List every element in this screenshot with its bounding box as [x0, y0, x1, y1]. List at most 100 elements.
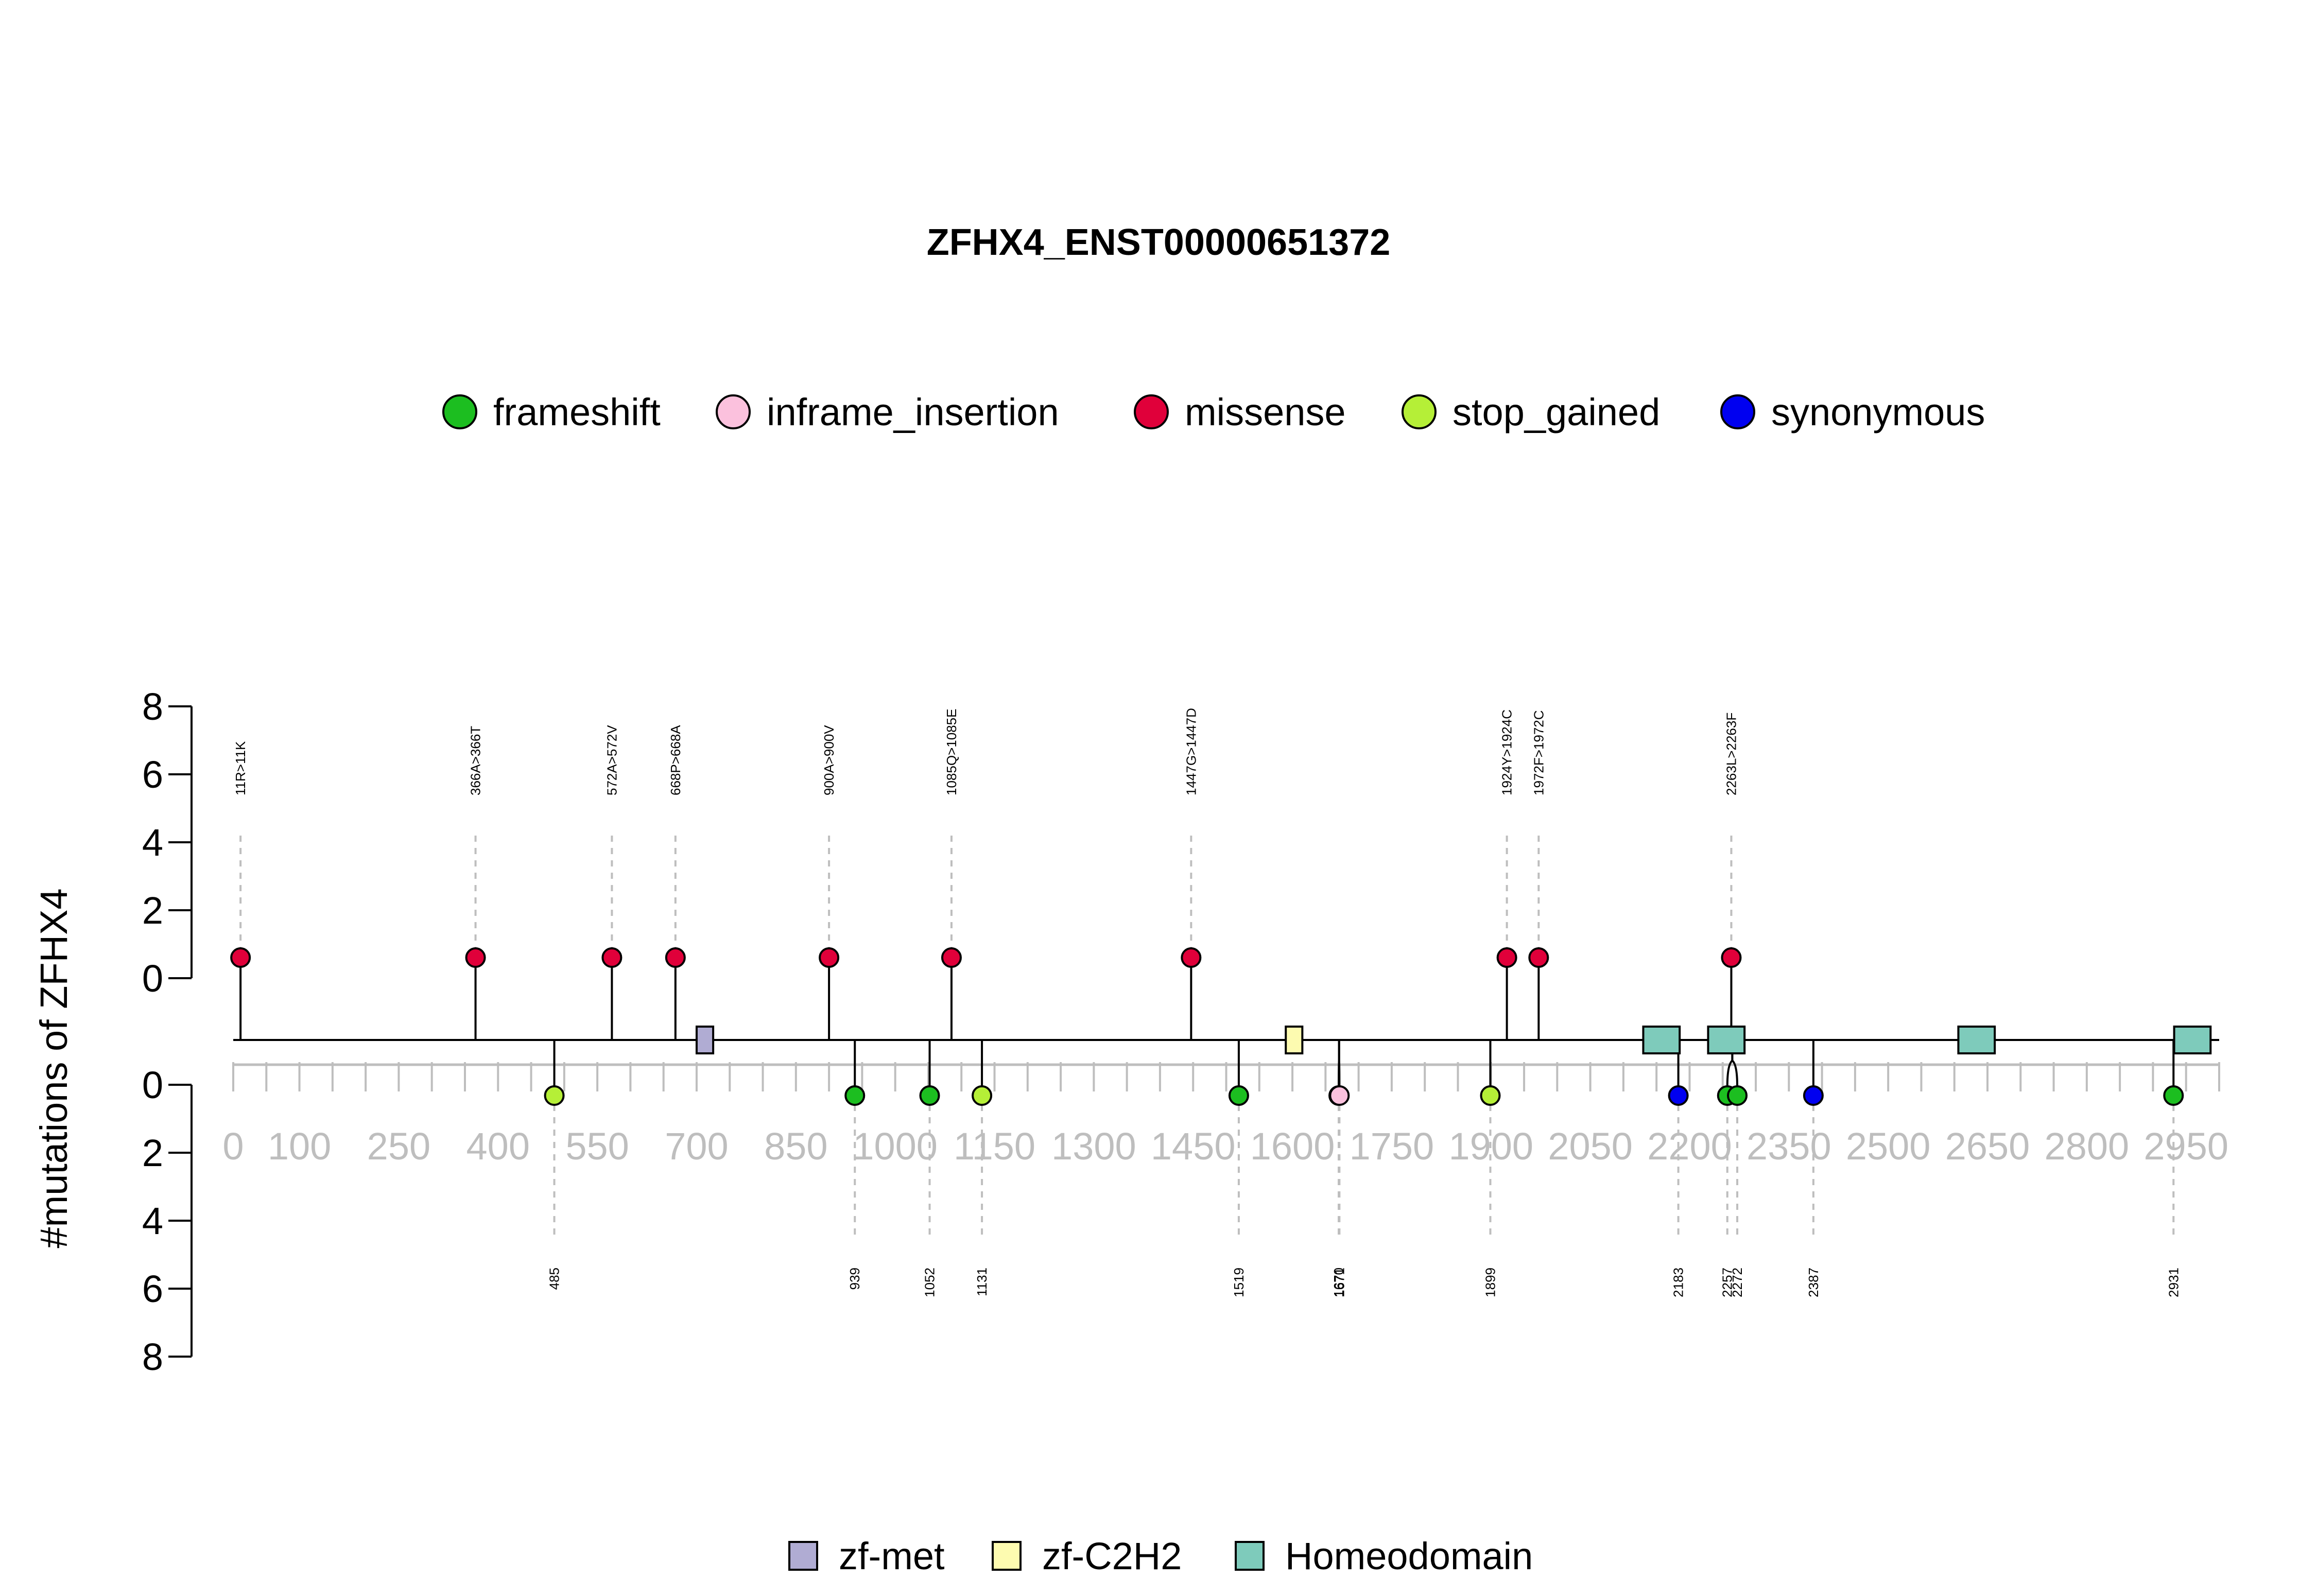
top-mutation-point [665, 947, 686, 968]
bottom-mutation-point [844, 1085, 866, 1106]
bottom-mutation-label: 1670 [1331, 1268, 1346, 1297]
x-axis: 0 100 250 400 550 700 850 1000 1150 1300 1450 1600 1… [222, 1062, 2228, 1168]
domain-homeodomain-2 [1642, 1026, 1681, 1054]
top-mutation-2263: 2263L>2263F [1721, 713, 1742, 1040]
top-mutation-label: 1924Y>1924C [1499, 709, 1515, 795]
y-tick-label-bottom-0: 0 [142, 1064, 163, 1106]
top-mutation-point [1181, 947, 1202, 968]
top-mutation-label: 900A>900V [821, 725, 837, 795]
bottom-mutation-label: 2387 [1806, 1268, 1821, 1297]
legend-item-inframe_insertion: inframe_insertion [716, 391, 1059, 433]
top-mutation-label: 2263L>2263F [1723, 713, 1739, 795]
bottom-mutation-2183: 2183 [1668, 1040, 1689, 1297]
bottom-mutation-stem [1338, 1040, 1341, 1087]
x-tick-label-2650: 2650 [1945, 1125, 2030, 1168]
protein-domains [695, 1026, 2212, 1054]
legend-label-frameshift: frameshift [493, 391, 661, 433]
x-tick-label-2950: 2950 [2143, 1125, 2228, 1168]
domain-homeodomain-3 [1707, 1026, 1746, 1054]
y-axis-bottom: 0 2 4 6 8 [142, 1064, 193, 1378]
legend-label-synonymous: synonymous [1771, 391, 1985, 433]
top-mutation-label: 668P>668A [668, 725, 683, 795]
bottom-mutation-point [1668, 1085, 1689, 1106]
top-mutation-572: 572A>572V [601, 725, 623, 1040]
bottom-mutation-label: 939 [847, 1268, 862, 1290]
bottom-mutation-2257: 2257 [1717, 1040, 1738, 1297]
x-tick-label-2050: 2050 [1548, 1125, 1633, 1168]
legend-swatch-frameshift [442, 394, 477, 429]
x-tick-label-1750: 1750 [1350, 1125, 1434, 1168]
legend-item-frameshift: frameshift [442, 391, 661, 433]
legend-label-stop_gained: stop_gained [1453, 391, 1660, 433]
y-axis-label: #mutations of ZFHX4 [32, 888, 75, 1248]
domain-homeodomain-4 [1957, 1026, 1996, 1054]
legend-label-inframe_insertion: inframe_insertion [767, 391, 1059, 433]
bottom-mutation-point [1727, 1085, 1748, 1106]
y-tick-label-top-8: 8 [142, 685, 163, 728]
bottom-mutation-485: 485 [544, 1040, 565, 1290]
x-tick-label-1450: 1450 [1151, 1125, 1236, 1168]
top-mutation-366: 366A>366T [465, 726, 486, 1040]
bottom-mutation-2387: 2387 [1803, 1040, 1824, 1297]
bottom-mutation-point [544, 1085, 565, 1106]
y-tick-label-top-2: 2 [142, 889, 163, 932]
domain-legend-swatch [1235, 1541, 1265, 1571]
bottom-mutation-point [1329, 1085, 1350, 1106]
top-mutation-point [1496, 947, 1517, 968]
legend-label-missense: missense [1185, 391, 1346, 433]
bottom-mutation-label: 1899 [1482, 1268, 1498, 1297]
top-mutation-11: 11R>11K [230, 741, 251, 1040]
x-tick-label-0: 0 [222, 1125, 244, 1168]
domain-legend-swatch [788, 1541, 818, 1571]
legend-item-synonymous: synonymous [1720, 391, 1985, 433]
y-tick-label-bottom-2: 2 [142, 1132, 163, 1174]
bottom-mutation-2931: 2931 [2163, 1040, 2184, 1297]
bottom-mutation-label: 1131 [974, 1268, 990, 1296]
x-tick-label-1600: 1600 [1250, 1125, 1335, 1168]
domain-legend: zf-met zf-C2H2 Homeodomain [788, 1535, 1533, 1577]
domain-legend-item-zf-c2h2: zf-C2H2 [992, 1535, 1182, 1577]
top-mutation-label: 11R>11K [233, 741, 248, 795]
legend-swatch-missense [1134, 394, 1169, 429]
chart-title: ZFHX4_ENST00000651372 [927, 222, 1391, 263]
legend-swatch-inframe_insertion [716, 394, 751, 429]
legend-item-stop_gained: stop_gained [1402, 391, 1660, 433]
y-axis-top: 0 2 4 6 8 [142, 685, 193, 1000]
bottom-mutation-1052: 1052 [919, 1040, 940, 1297]
x-tick-label-2350: 2350 [1747, 1125, 1831, 1168]
domain-legend-label: Homeodomain [1285, 1535, 1533, 1577]
top-mutation-1447: 1447G>1447D [1181, 708, 1202, 1040]
top-mutation-point [941, 947, 962, 968]
top-mutation-point [230, 947, 251, 968]
bottom-mutation-point [972, 1085, 993, 1106]
x-tick-label-700: 700 [665, 1125, 728, 1168]
mutation-type-legend: frameshift inframe_insertion missense stop_… [442, 391, 1985, 433]
bottom-mutation-label: 2272 [1730, 1268, 1745, 1297]
x-tick-label-550: 550 [565, 1125, 629, 1168]
x-tick-label-2500: 2500 [1846, 1125, 1931, 1168]
top-mutations: 11R>11K 366A>366T 572A>572V 668P>668A 900A>9… [230, 708, 1742, 1040]
domain-zf-met-0 [695, 1026, 715, 1054]
bottom-mutation-1671: 1671 [1329, 1040, 1350, 1297]
y-tick-label-top-0: 0 [142, 957, 163, 1000]
x-tick-label-100: 100 [268, 1125, 331, 1168]
domain-legend-label: zf-met [839, 1535, 945, 1577]
top-mutation-label: 1085Q>1085E [944, 709, 959, 795]
top-mutation-1972: 1972F>1972C [1528, 710, 1549, 1040]
bottom-mutation-1899: 1899 [1480, 1040, 1501, 1297]
bottom-mutation-point [2163, 1085, 2184, 1106]
y-tick-label-top-4: 4 [142, 821, 163, 864]
legend-item-missense: missense [1134, 391, 1346, 433]
top-mutation-point [1721, 947, 1742, 968]
top-mutation-label: 1972F>1972C [1531, 710, 1546, 795]
bottom-mutation-point [919, 1085, 940, 1106]
top-mutation-900: 900A>900V [819, 725, 840, 1040]
domain-homeodomain-5 [2173, 1026, 2212, 1054]
domain-legend-item-zf-met: zf-met [788, 1535, 945, 1577]
domain-zf-c2h2-1 [1285, 1026, 1304, 1054]
x-tick-label-2200: 2200 [1647, 1125, 1732, 1168]
x-tick-label-1300: 1300 [1051, 1125, 1136, 1168]
bottom-mutation-1519: 1519 [1228, 1040, 1249, 1297]
